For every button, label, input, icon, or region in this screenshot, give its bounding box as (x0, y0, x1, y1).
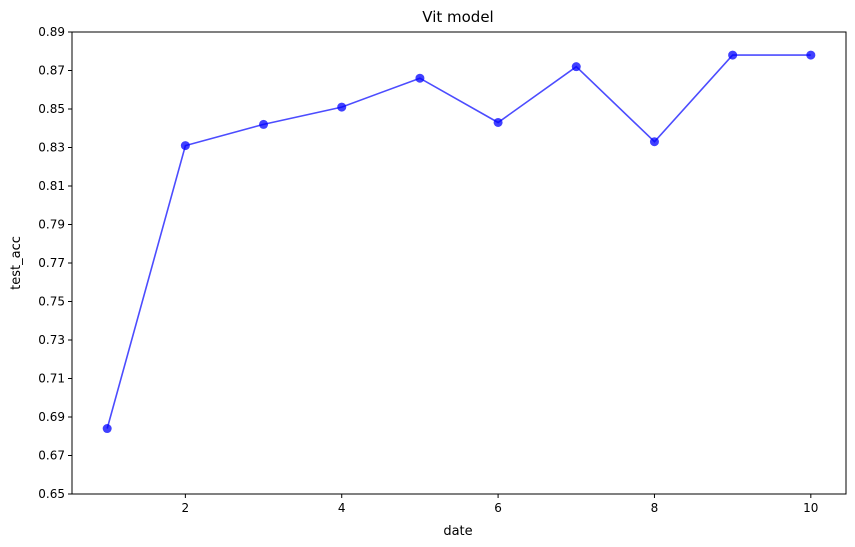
x-axis-label: date (443, 524, 472, 539)
chart-title: Vit model (422, 8, 493, 26)
x-tick-label: 4 (338, 501, 346, 515)
y-tick-label: 0.69 (38, 410, 65, 424)
data-point (649, 137, 659, 147)
x-tick-label: 6 (494, 501, 502, 515)
y-tick-label: 0.75 (38, 295, 65, 309)
x-tick-label: 2 (182, 501, 190, 515)
data-point (728, 50, 738, 60)
x-tick-label: 10 (803, 501, 818, 515)
y-tick-label: 0.79 (38, 218, 65, 232)
y-tick-label: 0.65 (38, 487, 65, 501)
data-point (415, 73, 425, 83)
data-point (571, 62, 581, 72)
y-tick-label: 0.67 (38, 449, 65, 463)
y-tick-label: 0.83 (38, 141, 65, 155)
y-axis-label: test_acc (9, 236, 24, 290)
y-tick-label: 0.89 (38, 25, 65, 39)
x-tick-label: 8 (651, 501, 659, 515)
y-tick-label: 0.77 (38, 256, 65, 270)
y-tick-label: 0.73 (38, 333, 65, 347)
data-point (806, 50, 816, 60)
y-tick-label: 0.87 (38, 64, 65, 78)
y-tick-label: 0.81 (38, 179, 65, 193)
plot-frame (71, 31, 847, 495)
data-point (180, 141, 190, 151)
data-point (259, 119, 269, 129)
y-tick-label: 0.71 (38, 372, 65, 386)
data-point (102, 424, 112, 434)
y-axis: 0.65 0.67 0.69 0.71 0.73 0.75 0.77 0.79 0.81 0.83… (38, 25, 72, 501)
series-points (102, 50, 816, 434)
data-point (493, 117, 503, 127)
data-point (337, 102, 347, 112)
series-line (106, 54, 811, 429)
y-tick-label: 0.85 (38, 102, 65, 116)
x-axis: 2 4 6 8 10 (182, 494, 818, 515)
